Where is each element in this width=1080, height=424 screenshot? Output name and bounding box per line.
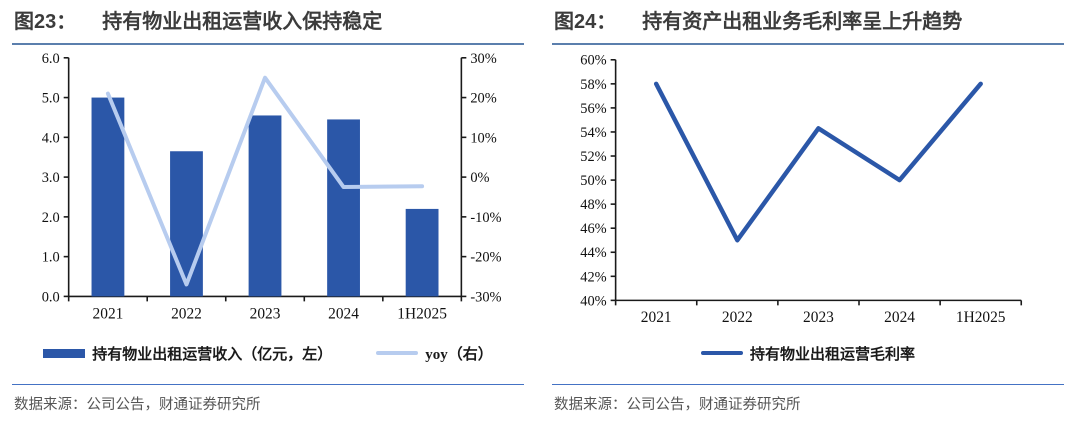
y-tick-label-left: 58%	[580, 77, 606, 93]
y-tick-label-left: 1.0	[42, 250, 60, 266]
bar-2022	[170, 151, 203, 297]
figure-23-legend: 持有物业出租运营收入（亿元，左） yoy（右）	[12, 341, 524, 365]
figure-24-title-text: 持有资产出租业务毛利率呈上升趋势	[642, 11, 963, 33]
x-category-label: 2023	[250, 305, 281, 322]
legend-item: yoy（右）	[376, 343, 493, 364]
figure-24-panel: 图24： 持有资产出租业务毛利率呈上升趋势 40% 42% 44% 46% 48% 50% 5…	[552, 6, 1064, 424]
legend-bar-swatch	[43, 348, 86, 358]
figure-24-label: 图24：	[554, 11, 617, 33]
x-category-label: 1H2025	[956, 309, 1006, 326]
y-tick-label-right: -30%	[470, 289, 501, 305]
figure-23-heading: 图23： 持有物业出租运营收入保持稳定	[12, 6, 524, 45]
figure-23-title-text: 持有物业出租运营收入保持稳定	[102, 11, 383, 33]
y-tick-label-left: 60%	[580, 53, 606, 69]
y-tick-label-left: 2.0	[42, 210, 60, 226]
bar-2021	[91, 97, 125, 297]
legend-label: 持有物业出租运营收入（亿元，左）	[92, 346, 333, 363]
y-tick-label-left: 46%	[580, 221, 606, 237]
legend-item: 持有物业出租运营收入（亿元，左）	[43, 343, 332, 364]
y-tick-label-left: 42%	[580, 269, 606, 285]
series-line	[653, 81, 983, 243]
y-tick-label-left: 40%	[580, 293, 606, 309]
y-tick-label-right: -10%	[470, 210, 501, 226]
x-category-label: 2022	[722, 309, 753, 326]
y-tick-label-right: 10%	[470, 130, 496, 146]
x-category-label: 2022	[171, 305, 202, 322]
x-category-label: 2023	[803, 309, 834, 326]
x-category-label: 2024	[884, 309, 915, 326]
bar-2023	[248, 115, 282, 297]
y-tick-label-left: 6.0	[42, 51, 60, 67]
figure-23-data-source: 数据来源：公司公告，财通证券研究所	[12, 384, 524, 424]
figure-23-label: 图23：	[14, 11, 77, 33]
y-tick-label-left: 54%	[580, 125, 606, 141]
legend-line-swatch	[376, 351, 419, 355]
x-category-label: 2021	[93, 305, 124, 322]
figure-23-panel: 图23： 持有物业出租运营收入保持稳定 0.0 1.0 2.0 3.0 4.0 5.0 6.0…	[12, 6, 524, 424]
y-tick-label-left: 5.0	[42, 91, 60, 107]
legend-label: yoy（右）	[425, 346, 493, 363]
y-tick-label-left: 0.0	[42, 289, 60, 305]
x-category-label: 2021	[641, 309, 672, 326]
bar-1H2025	[405, 208, 439, 297]
legend-label: 持有物业出租运营毛利率	[749, 346, 915, 363]
series-line	[105, 75, 425, 287]
y-tick-label-right: 20%	[470, 91, 496, 107]
y-tick-label-left: 48%	[580, 197, 606, 213]
x-category-label: 2024	[328, 305, 359, 322]
rental-income-bar-chart: 0.0 1.0 2.0 3.0 4.0 5.0 6.0 -30% -20% -10% 0% 10% 20…	[42, 51, 502, 323]
gross-margin-line-chart: 40% 42% 44% 46% 48% 50% 52% 54% 56% 58% 60% 2021 202…	[580, 53, 1023, 326]
y-tick-label-right: -20%	[470, 250, 501, 266]
figure-24-legend: 持有物业出租运营毛利率	[552, 341, 1064, 365]
y-tick-label-left: 56%	[580, 101, 606, 117]
y-tick-label-left: 52%	[580, 149, 606, 165]
legend-item: 持有物业出租运营毛利率	[700, 343, 915, 364]
y-tick-label-left: 50%	[580, 173, 606, 189]
bar-2024	[327, 119, 360, 297]
legend-line-swatch	[700, 351, 743, 355]
y-tick-label-left: 4.0	[42, 130, 60, 146]
figure-24-heading: 图24： 持有资产出租业务毛利率呈上升趋势	[552, 6, 1064, 45]
y-tick-label-right: 0%	[470, 170, 489, 186]
y-tick-label-right: 30%	[470, 51, 496, 67]
y-tick-label-left: 3.0	[42, 170, 60, 186]
y-tick-label-left: 44%	[580, 245, 606, 261]
x-category-label: 1H2025	[397, 305, 447, 322]
figure-24-data-source: 数据来源：公司公告，财通证券研究所	[552, 384, 1064, 424]
